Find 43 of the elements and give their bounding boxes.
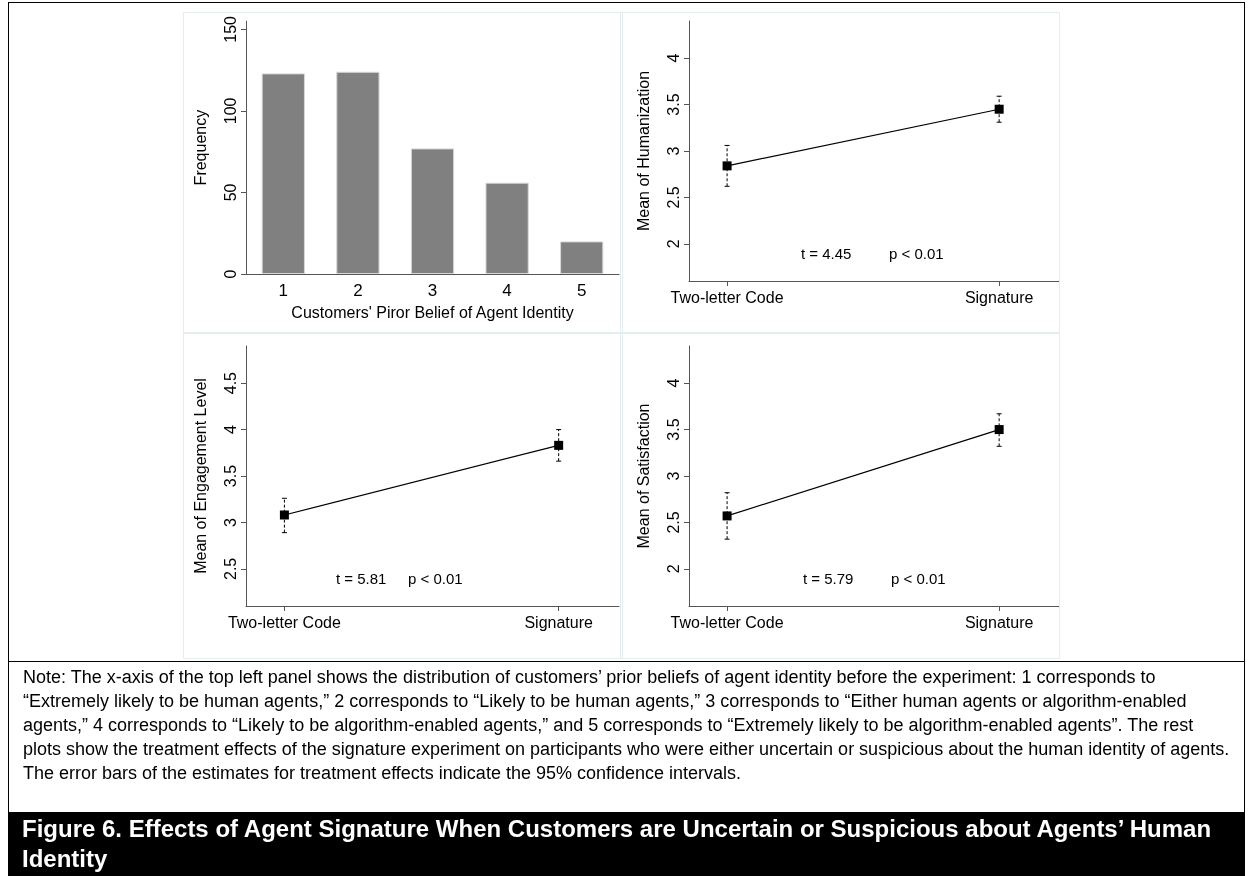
y-tick-label: 2.5 — [664, 186, 682, 209]
x-tick-label: Signature — [964, 288, 1034, 306]
y-tick-label: 0 — [221, 269, 239, 279]
text: Figure 6. Effects of Agent Signature When Customers are Uncertain or Suspicious about Agents’ Human Identity — [8, 812, 1245, 876]
y-axis-title: Frequency — [191, 109, 209, 186]
annotation: t = 4.45 — [801, 245, 852, 262]
y-axis-title: Mean of Engagement Level — [191, 378, 209, 574]
x-axis-title: Customers' Piror Belief of Agent Identity — [291, 303, 574, 321]
y-tick-label: 3 — [664, 146, 682, 156]
y-tick-label: 3.5 — [664, 93, 682, 116]
y-tick-label: 3 — [664, 471, 682, 481]
text: Note: The x-axis of the top left panel shows the distribution of customers’ prior beliefs of agent identity before the experiment: 1 corresponds to “Extremely likely to be human agents,” 2 corresponds to “Likely to be human agents,” 3 corresponds to “Either human agents or algorithm-enabled agents,” 4 corresponds to “Likely to be algorithm-enabled agents,” and 5 corresponds to “Extremely likely to be algorithm-enabled agents”. The rest plots show the treatment effects of the signature experiment on participants who were either uncertain or suspicious about the human identity of agents. The error bars of the estimates for treatment effects indicate the 95% confidence intervals. — [23, 666, 1230, 785]
y-tick-label: 3.5 — [664, 418, 682, 441]
x-tick-label: Signature — [524, 613, 594, 631]
y-axis-title: Mean of Satisfaction — [634, 403, 652, 549]
x-tick-label: Two-letter Code — [670, 613, 784, 631]
x-tick-label: 4 — [502, 281, 512, 300]
y-tick-label: 2.5 — [221, 557, 239, 580]
x-tick-label: 5 — [576, 281, 587, 300]
x-tick-label: Signature — [964, 613, 1034, 631]
y-tick-label: 3 — [221, 517, 239, 527]
y-axis-title: Mean of Humanization — [634, 70, 652, 232]
annotation: p < 0.01 — [889, 245, 944, 262]
y-tick-label: 50 — [221, 183, 239, 202]
y-tick-label: 2 — [664, 239, 682, 249]
y-tick-label: 150 — [221, 15, 239, 43]
x-tick-label: Two-letter Code — [227, 613, 341, 631]
y-tick-label: 100 — [221, 97, 239, 125]
annotation: t = 5.81 — [336, 570, 387, 587]
x-tick-label: Two-letter Code — [670, 288, 784, 306]
x-tick-label: 2 — [353, 281, 363, 300]
y-tick-label: 4 — [664, 378, 682, 388]
y-tick-label: 3.5 — [221, 464, 239, 488]
x-tick-label: 1 — [278, 281, 289, 300]
y-tick-label: 4 — [221, 425, 239, 435]
y-tick-label: 4 — [664, 53, 682, 63]
y-tick-label: 4.5 — [221, 371, 239, 395]
y-tick-label: 2 — [664, 564, 682, 574]
x-tick-label: 3 — [427, 281, 438, 300]
annotation: t = 5.79 — [803, 570, 854, 587]
annotation: p < 0.01 — [891, 570, 946, 587]
y-tick-label: 2.5 — [664, 511, 682, 534]
annotation: p < 0.01 — [408, 570, 463, 587]
